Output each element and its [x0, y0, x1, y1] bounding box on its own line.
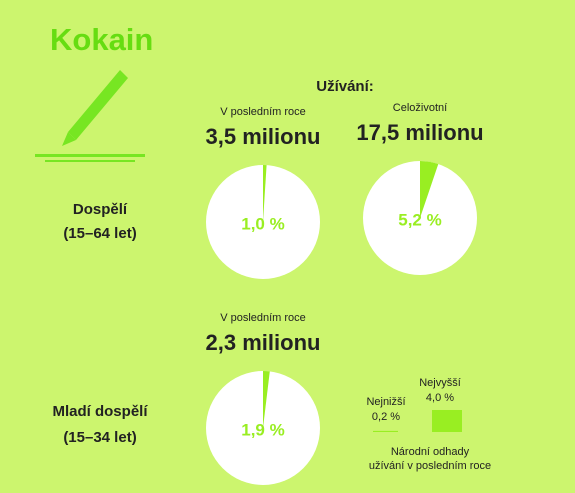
pie-slice — [263, 371, 270, 428]
legend-value: 4,0 % — [426, 392, 454, 404]
pie-headline: 17,5 milionu — [356, 120, 483, 145]
legend-name: Nejnižší — [366, 396, 405, 408]
pie-headline: 2,3 milionu — [206, 330, 321, 355]
legend-name: Nejvyšší — [419, 377, 461, 389]
pie-headline: 3,5 milionu — [206, 124, 321, 149]
group-label: (15–34 let) — [63, 429, 136, 446]
pie-slice — [420, 161, 439, 218]
group-label: (15–64 let) — [63, 225, 136, 242]
pie-value-label: 5,2 % — [398, 210, 441, 229]
legend-note: užívání v posledním roce — [369, 460, 491, 472]
pie-subtitle: Celoživotní — [393, 102, 447, 114]
pencil-icon — [35, 70, 145, 162]
pie-subtitle: V posledním roce — [220, 312, 306, 324]
pie-subtitle: V posledním roce — [220, 106, 306, 118]
group-label: Mladí dospělí — [52, 403, 148, 420]
legend-value: 0,2 % — [372, 411, 400, 423]
legend-swatch — [373, 430, 398, 432]
heading: Užívání: — [316, 78, 374, 95]
pie-slice — [263, 165, 267, 222]
legend-note: Národní odhady — [391, 446, 470, 458]
title: Kokain — [50, 22, 153, 57]
pie-value-label: 1,9 % — [241, 420, 284, 439]
legend-swatch — [432, 410, 462, 432]
group-label: Dospělí — [73, 201, 128, 218]
pie-value-label: 1,0 % — [241, 214, 284, 233]
